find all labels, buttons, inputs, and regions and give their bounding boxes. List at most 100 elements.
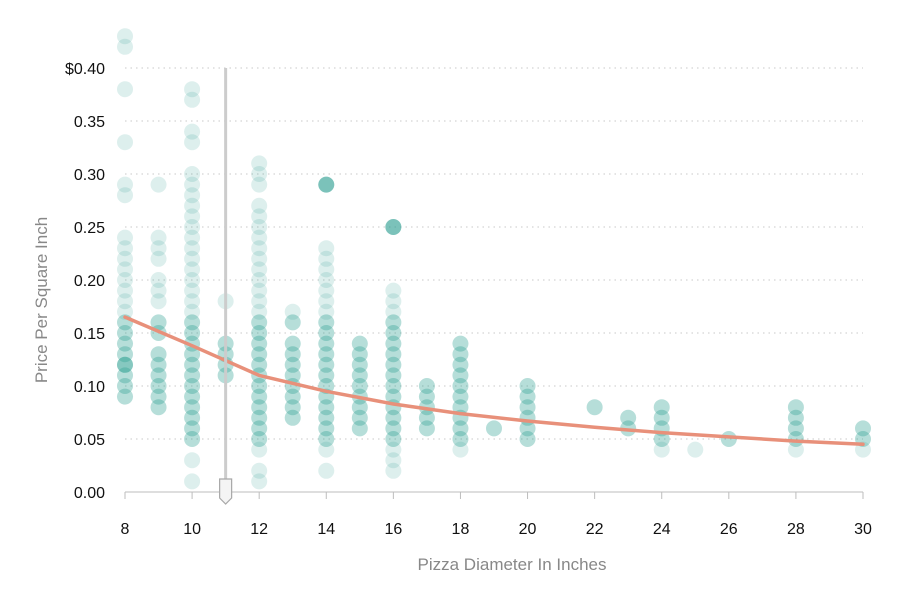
data-point (318, 314, 335, 331)
data-point (318, 431, 335, 447)
data-point (318, 335, 335, 352)
data-point (284, 388, 301, 405)
data-point (385, 378, 402, 394)
grid-layer (125, 67, 863, 440)
data-point (284, 314, 301, 331)
data-point (150, 367, 167, 384)
data-point (117, 28, 133, 45)
data-point (117, 240, 133, 257)
y-axis-title: Price Per Square Inch (32, 217, 51, 383)
data-point (184, 81, 201, 98)
data-point (519, 431, 536, 447)
x-tick-label: 20 (519, 521, 537, 538)
data-point (787, 399, 804, 416)
data-point (787, 409, 804, 426)
data-point (452, 356, 469, 373)
data-point (586, 399, 603, 416)
data-point (519, 399, 536, 416)
data-point (452, 431, 469, 447)
data-point (318, 325, 335, 341)
slider-handle[interactable] (219, 478, 233, 505)
data-point (184, 356, 201, 373)
data-point (117, 325, 133, 341)
data-point (184, 431, 201, 447)
data-point (184, 409, 201, 426)
highlighted-data-point (385, 219, 402, 235)
data-point (318, 250, 335, 267)
data-point (251, 208, 268, 225)
data-point (150, 356, 167, 373)
data-point (653, 441, 670, 458)
point-layer (117, 28, 871, 490)
data-point (184, 197, 201, 214)
data-point (184, 325, 201, 341)
y-tick-label: 0.10 (74, 379, 105, 396)
highlighted-data-point (318, 176, 335, 193)
data-point (385, 452, 402, 469)
data-point (318, 282, 335, 299)
data-point (251, 356, 268, 373)
data-point (385, 462, 402, 479)
x-tick-label: 30 (854, 521, 872, 538)
data-point (653, 409, 670, 426)
data-point (150, 272, 167, 288)
data-point (184, 272, 201, 288)
data-point (184, 134, 201, 151)
data-point (385, 409, 402, 426)
data-point (452, 399, 469, 416)
marker-layer[interactable] (219, 68, 233, 505)
data-point (318, 293, 335, 310)
data-point (385, 335, 402, 352)
data-point (318, 462, 335, 479)
data-point (150, 378, 167, 394)
data-point (284, 303, 301, 320)
data-point (284, 367, 301, 384)
data-point (117, 134, 133, 151)
y-tick-label: 0.15 (74, 326, 105, 343)
data-point (117, 378, 133, 394)
data-point (117, 367, 133, 384)
data-point (251, 229, 268, 246)
data-point (117, 356, 133, 373)
data-point (184, 346, 201, 363)
data-point (284, 409, 301, 426)
data-point (351, 378, 368, 394)
data-point (251, 399, 268, 416)
data-point (318, 420, 335, 437)
data-point (318, 240, 335, 257)
data-point (117, 346, 133, 363)
data-point (251, 409, 268, 426)
data-point (251, 325, 268, 341)
y-tick-label: 0.00 (74, 485, 105, 502)
x-tick-label: 14 (317, 521, 335, 538)
data-point (117, 282, 133, 299)
data-point (184, 293, 201, 310)
data-point (251, 293, 268, 310)
data-point (184, 282, 201, 299)
data-point (184, 240, 201, 257)
data-point (318, 409, 335, 426)
data-point (855, 420, 871, 437)
data-point (385, 420, 402, 437)
data-point (117, 250, 133, 267)
data-point (184, 420, 201, 437)
data-point (184, 388, 201, 405)
data-point (251, 346, 268, 363)
x-axis-title: Pizza Diameter In Inches (418, 555, 607, 574)
data-point (150, 282, 167, 299)
data-point (385, 388, 402, 405)
data-point (251, 166, 268, 182)
data-point (251, 261, 268, 278)
data-point (385, 346, 402, 363)
data-point (184, 378, 201, 394)
trend-layer (123, 315, 865, 447)
data-point (117, 176, 133, 193)
y-tick-label: 0.30 (74, 167, 105, 184)
data-point (150, 293, 167, 310)
data-point (251, 441, 268, 458)
data-point (385, 314, 402, 331)
data-point (418, 388, 435, 405)
data-point (385, 356, 402, 373)
data-point (351, 346, 368, 363)
data-point (318, 441, 335, 458)
